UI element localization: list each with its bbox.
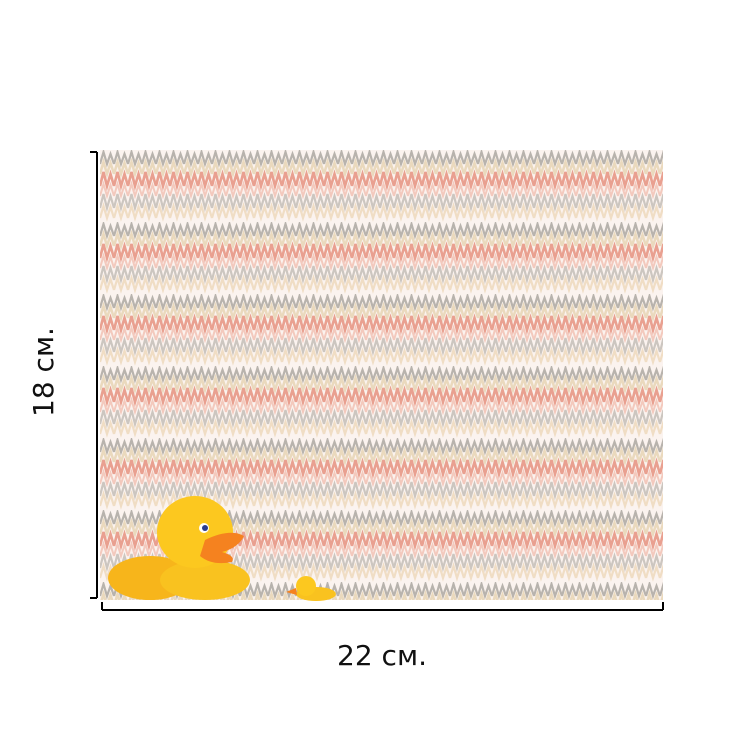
dimension-lines: [90, 151, 664, 611]
small-duck: [286, 576, 336, 601]
height-label: 18 см.: [27, 327, 60, 417]
width-label: 22 см.: [337, 639, 427, 672]
big-duck: [108, 496, 250, 600]
